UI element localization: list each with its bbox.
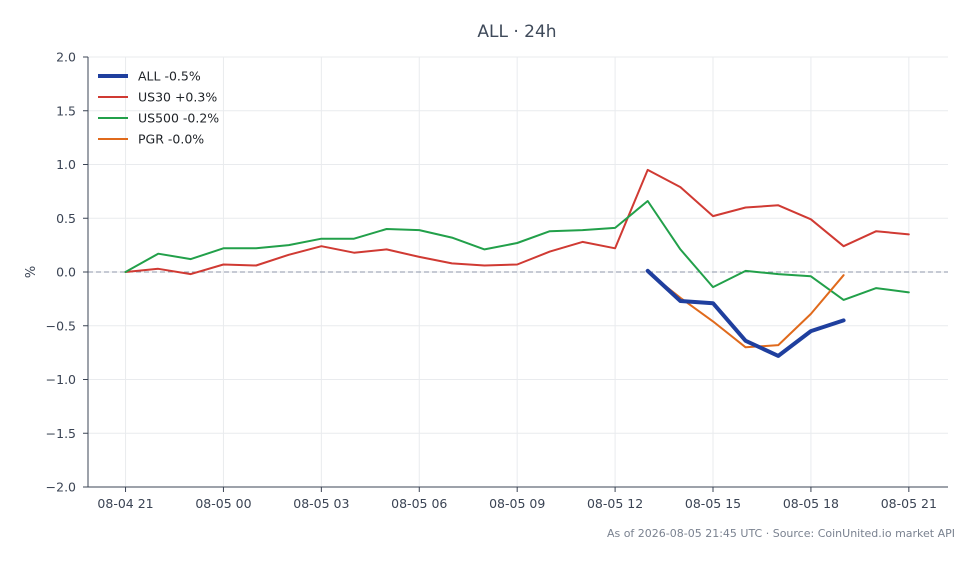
series-line-1 bbox=[124, 168, 910, 276]
x-tick-label: 08-05 09 bbox=[489, 496, 545, 511]
series-line-0 bbox=[645, 268, 846, 358]
chart-title: ALL · 24h bbox=[477, 22, 556, 42]
x-tick-label: 08-05 06 bbox=[391, 496, 447, 511]
x-tick-label: 08-05 00 bbox=[195, 496, 251, 511]
y-tick-label: 0.5 bbox=[56, 211, 76, 226]
x-tick-label: 08-05 15 bbox=[685, 496, 741, 511]
y-ticks: 2.0 1.5 1.0 0.5 0.0 −0.5 −1.0 −1.5 −2.0 bbox=[46, 50, 88, 495]
y-tick-label: 1.5 bbox=[56, 103, 76, 118]
x-tick-label: 08-05 21 bbox=[881, 496, 937, 511]
series-layer bbox=[124, 168, 910, 358]
x-tick-label: 08-05 12 bbox=[587, 496, 643, 511]
y-tick-label: −0.5 bbox=[46, 318, 76, 333]
series-line-2 bbox=[124, 200, 910, 301]
y-tick-label: −2.0 bbox=[46, 480, 76, 495]
x-ticks: 08-04 21 08-05 00 08-05 03 08-05 06 08-05 09… bbox=[97, 487, 937, 511]
legend-label: ALL -0.5% bbox=[138, 69, 201, 84]
y-tick-label: −1.0 bbox=[46, 372, 76, 387]
x-tick-label: 08-04 21 bbox=[97, 496, 153, 511]
y-axis-label: % bbox=[24, 266, 39, 278]
y-tick-label: −1.5 bbox=[46, 426, 76, 441]
x-tick-label: 08-05 03 bbox=[293, 496, 349, 511]
y-tick-label: 1.0 bbox=[56, 157, 76, 172]
footer-source: As of 2026-08-05 21:45 UTC · Source: Coi… bbox=[607, 527, 955, 540]
x-tick-label: 08-05 18 bbox=[783, 496, 839, 511]
legend-label: PGR -0.0% bbox=[138, 132, 204, 147]
legend-label: US500 -0.2% bbox=[138, 111, 219, 126]
y-tick-label: 2.0 bbox=[56, 50, 76, 65]
legend-label: US30 +0.3% bbox=[138, 90, 217, 105]
series-line-3 bbox=[646, 271, 845, 349]
y-tick-label: 0.0 bbox=[56, 265, 76, 280]
legend: ALL -0.5% US30 +0.3% US500 -0.2% PGR -0.0% bbox=[98, 69, 219, 147]
